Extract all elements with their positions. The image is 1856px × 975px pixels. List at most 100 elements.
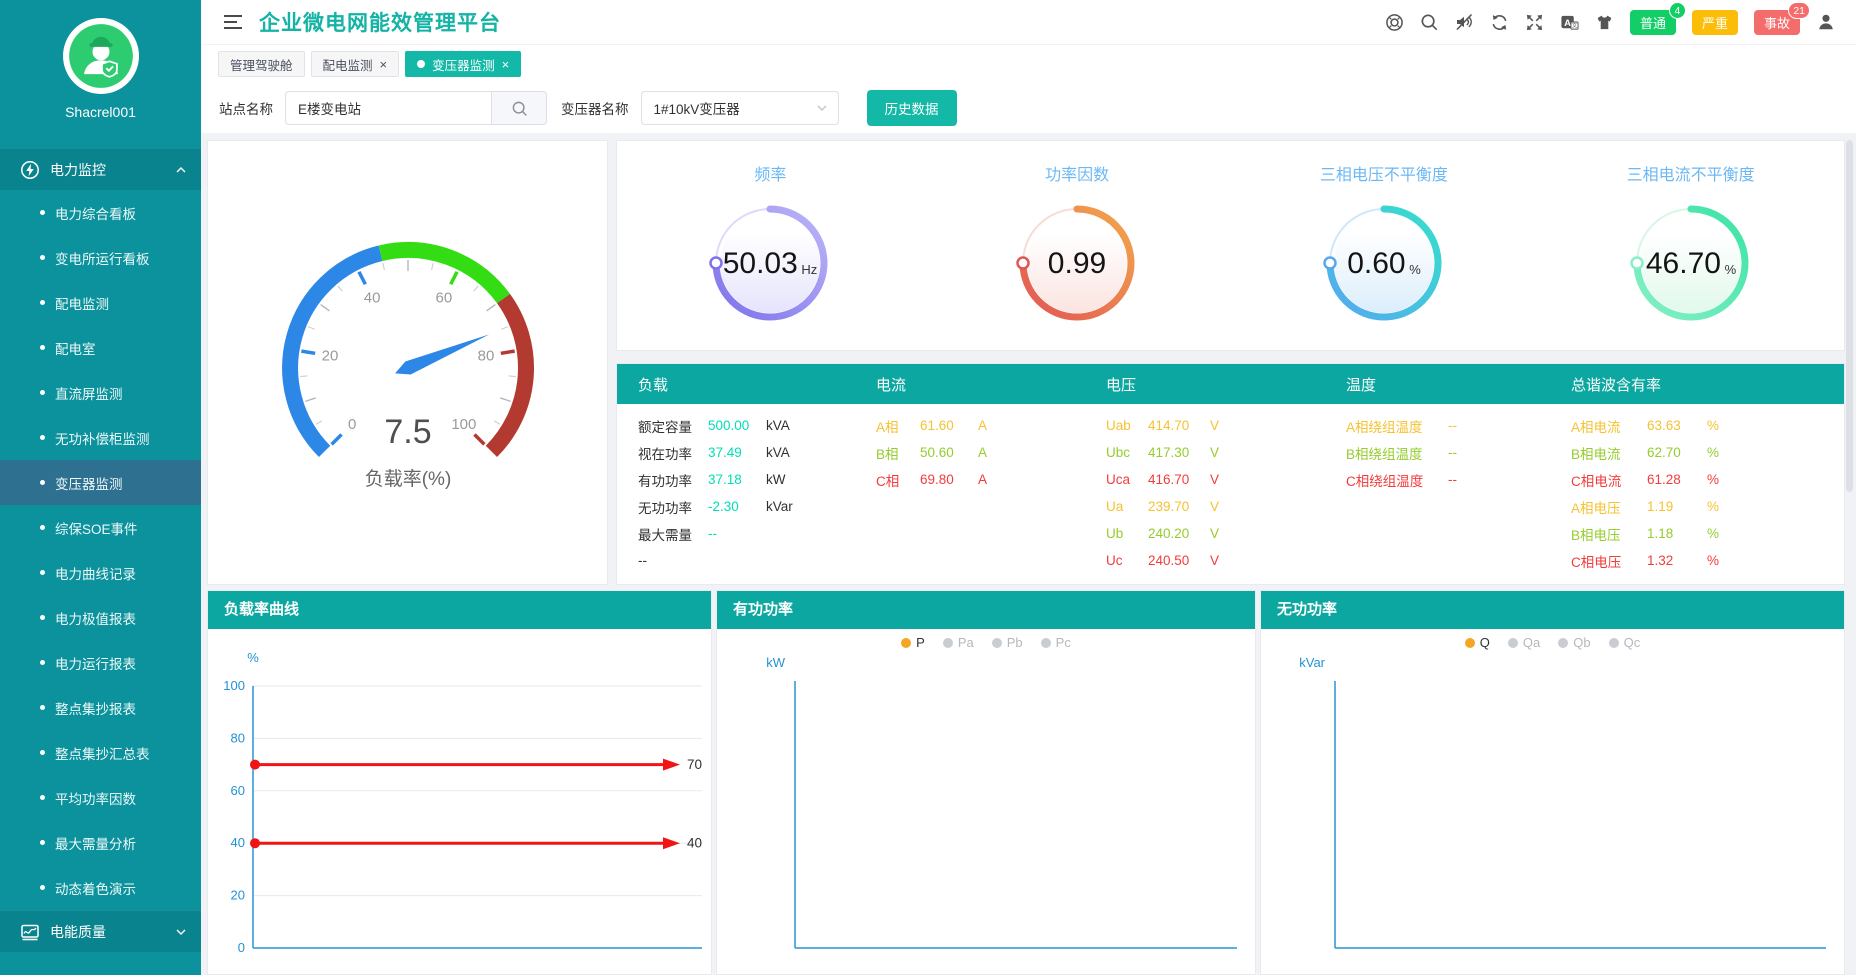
row-label: C相电压	[1571, 554, 1622, 570]
legend-item-Pa[interactable]: Pa	[942, 635, 974, 650]
tab-管理驾驶舱[interactable]: 管理驾驶舱	[218, 51, 305, 77]
row-unit: A	[978, 445, 988, 460]
kpi-title: 三相电流不平衡度	[1626, 167, 1755, 184]
table-row: B相电流 62.70%	[1571, 439, 1844, 466]
tab-bar: 管理驾驶舱 配电监测 × 变压器监测 ×	[201, 45, 1856, 83]
legend-item-Pb[interactable]: Pb	[991, 635, 1023, 650]
sidebar-item-label: 电力极值报表	[55, 611, 136, 627]
sidebar-item-变压器监测[interactable]: 变压器监测	[0, 460, 201, 505]
table-row: Ub 240.20 V	[1106, 520, 1346, 547]
sidebar-item-电力综合看板[interactable]: 电力综合看板	[0, 190, 201, 235]
kpi-panel: 频率 50.03 Hz 功率因数 0.99 三相电压不平衡度 0.60 % 三相电流不平衡…	[616, 140, 1845, 351]
table-row: B相电压 1.18%	[1571, 520, 1844, 547]
sidebar-item-整点集抄报表[interactable]: 整点集抄报表	[0, 685, 201, 730]
sidebar-item-动态着色演示[interactable]: 动态着色演示	[0, 865, 201, 910]
empty-chart-svg: kVar	[1299, 655, 1826, 949]
legend-item-Pc[interactable]: Pc	[1040, 635, 1071, 650]
svg-text:20: 20	[231, 888, 245, 903]
user-avatar[interactable]	[62, 18, 139, 94]
topbar: 企业微电网能效管理平台 A 文 普通 4 严重 事故 21	[201, 0, 1856, 45]
legend-item-P[interactable]: P	[901, 635, 925, 650]
table-row: Ubc 417.30 V	[1106, 439, 1346, 466]
row-value: 240.50	[1148, 553, 1190, 568]
legend-item-Qb[interactable]: Qb	[1558, 635, 1591, 650]
topbar-actions: A 文 普通 4 严重 事故 21	[1385, 1, 1856, 35]
legend-label: P	[916, 635, 925, 650]
hamburger-menu-icon[interactable]	[223, 14, 243, 30]
table-row: Uc 240.50 V	[1106, 547, 1346, 574]
table-row: A相电压 1.19%	[1571, 493, 1844, 520]
close-icon[interactable]: ×	[379, 56, 388, 72]
tab-变压器监测[interactable]: 变压器监测 ×	[405, 51, 522, 77]
power-quality-icon	[20, 922, 40, 942]
legend-item-Q[interactable]: Q	[1464, 635, 1490, 650]
table-row: 视在功率 37.49 kVA	[638, 439, 876, 466]
row-label: A相绕组温度	[1346, 419, 1423, 435]
sidebar-item-综保SOE事件[interactable]: 综保SOE事件	[0, 505, 201, 550]
col-header-temperature: 温度	[1346, 376, 1377, 394]
search-icon[interactable]	[1420, 13, 1438, 31]
sidebar-item-直流屏监测[interactable]: 直流屏监测	[0, 370, 201, 415]
chart-legend: P Pa Pb Pc	[717, 635, 1255, 650]
logo-area: Shacrel001	[0, 0, 201, 120]
row-unit: V	[1210, 499, 1220, 514]
sidebar-item-电力极值报表[interactable]: 电力极值报表	[0, 595, 201, 640]
transformer-select[interactable]: 1#10kV变压器	[640, 91, 839, 125]
row-value: 1.18	[1647, 526, 1674, 541]
table-row: A相电流 63.63%	[1571, 412, 1844, 439]
site-search-button[interactable]	[491, 91, 547, 125]
bullet-icon	[40, 885, 45, 890]
tab-配电监测[interactable]: 配电监测 ×	[310, 51, 400, 77]
legend-dot-icon	[901, 637, 912, 648]
bullet-icon	[40, 705, 45, 710]
legend-item-Qa[interactable]: Qa	[1507, 635, 1540, 650]
theme-icon[interactable]	[1595, 13, 1614, 32]
kpi-三相电流不平衡度: 三相电流不平衡度 46.70 %	[1537, 141, 1844, 350]
chart-title-active-power: 有功功率	[717, 591, 1255, 629]
sidebar-item-配电室[interactable]: 配电室	[0, 325, 201, 370]
transformer-select-value: 1#10kV变压器	[653, 102, 740, 117]
sidebar-item-无功补偿柜监测[interactable]: 无功补偿柜监测	[0, 415, 201, 460]
legend-label: Pa	[957, 635, 974, 650]
site-name-input[interactable]	[285, 91, 491, 125]
sidebar-item-最大需量分析[interactable]: 最大需量分析	[0, 820, 201, 865]
table-column-电压: Uab 414.70 V Ubc 417.30 V Uca 416.70 V Ua 239.70 V U…	[1106, 412, 1346, 574]
row-label: A相电压	[1571, 500, 1621, 516]
close-icon[interactable]: ×	[501, 56, 510, 72]
fullscreen-icon[interactable]	[1525, 13, 1544, 32]
bullet-icon	[40, 435, 45, 440]
sidebar-item-配电监测[interactable]: 配电监测	[0, 280, 201, 325]
sidebar-item-整点集抄汇总表[interactable]: 整点集抄汇总表	[0, 730, 201, 775]
row-label: B相电流	[1571, 446, 1621, 462]
sidebar-item-电力曲线记录[interactable]: 电力曲线记录	[0, 550, 201, 595]
row-label: 最大需量	[638, 527, 692, 543]
sidebar-item-电力运行报表[interactable]: 电力运行报表	[0, 640, 201, 685]
alarm-button-事故[interactable]: 事故 21	[1753, 1, 1810, 35]
sidebar-group-电能质量[interactable]: 电能质量	[0, 910, 201, 952]
user-icon[interactable]	[1816, 12, 1836, 32]
help-icon[interactable]	[1385, 13, 1404, 32]
table-column-电流: A相 61.60 A B相 50.60 A C相 69.80 A	[876, 412, 1106, 574]
legend-item-Qc[interactable]: Qc	[1608, 635, 1640, 650]
sidebar-group-电力监控[interactable]: 电力监控	[0, 148, 201, 190]
tab-label: 配电监测	[322, 58, 373, 73]
sidebar-item-平均功率因数[interactable]: 平均功率因数	[0, 775, 201, 820]
table-row: Uca 416.70 V	[1106, 466, 1346, 493]
bullet-icon	[40, 390, 45, 395]
bullet-icon	[40, 300, 45, 305]
chart-legend: Q Qa Qb Qc	[1261, 635, 1844, 650]
row-unit: %	[1707, 445, 1720, 460]
mute-icon[interactable]	[1454, 12, 1474, 32]
alarm-button-严重[interactable]: 严重	[1691, 9, 1738, 35]
row-label: C相	[876, 473, 900, 489]
row-value: 240.20	[1148, 526, 1190, 541]
svg-text:A: A	[1564, 17, 1571, 28]
legend-dot-icon	[1040, 637, 1051, 648]
legend-dot-icon	[1507, 637, 1518, 648]
history-data-button[interactable]: 历史数据	[866, 90, 957, 126]
alarm-button-普通[interactable]: 普通 4	[1629, 1, 1686, 35]
refresh-icon[interactable]	[1490, 13, 1509, 32]
sidebar-item-变电所运行看板[interactable]: 变电所运行看板	[0, 235, 201, 280]
vertical-scrollbar[interactable]	[1846, 140, 1853, 492]
